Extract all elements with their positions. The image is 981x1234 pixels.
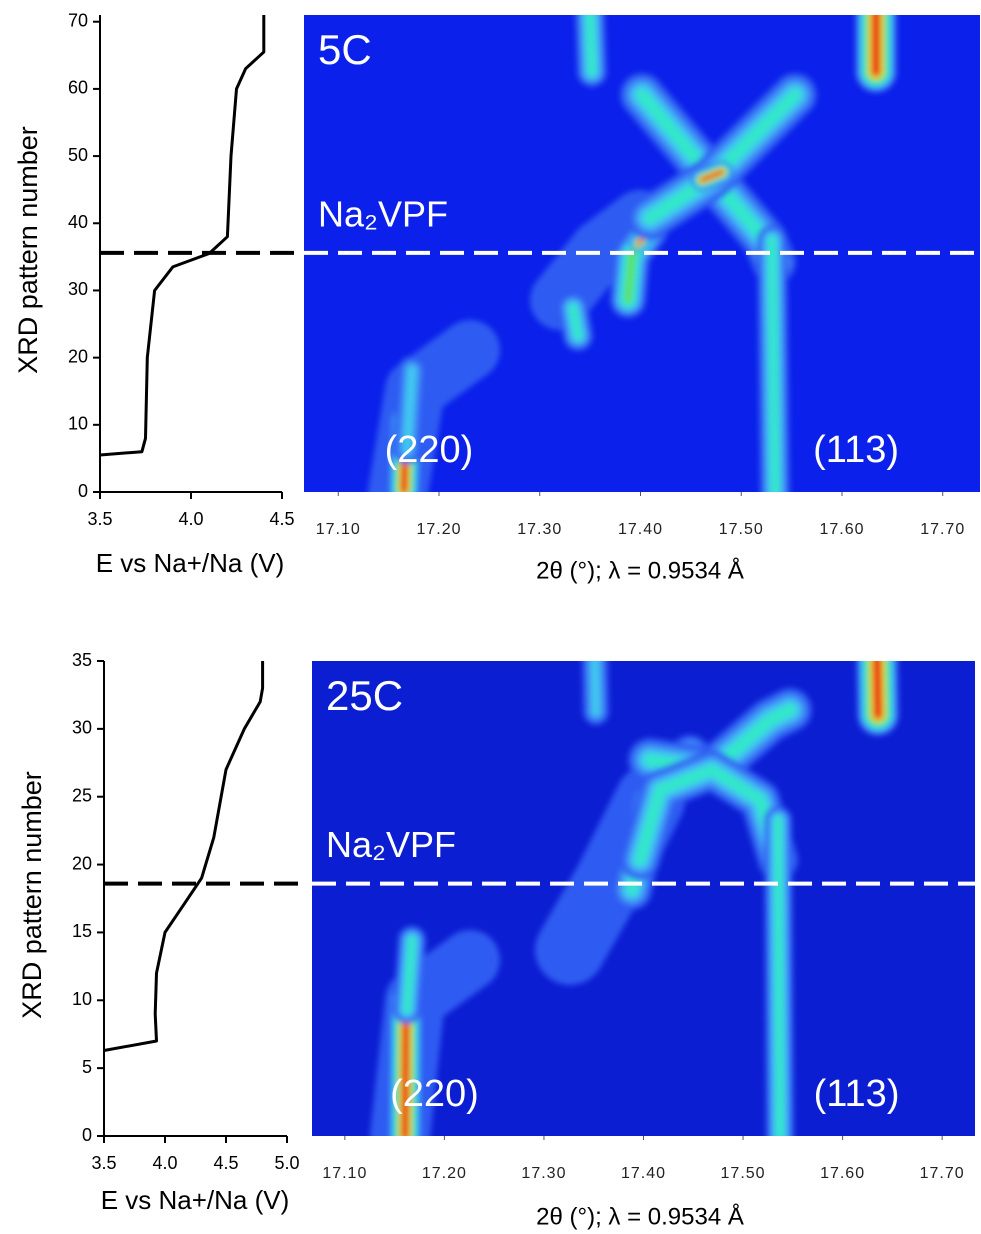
x-tick-label: 17.30 — [517, 521, 562, 538]
panel-title: 5C — [318, 26, 372, 73]
x-tick-label: 17.70 — [920, 521, 965, 538]
x-tick-label: 17.30 — [521, 1165, 566, 1182]
x-axis-label: E vs Na+/Na (V) — [96, 548, 285, 578]
y-tick-label: 5 — [82, 1057, 92, 1077]
x-axis-label: 2θ (°); λ = 0.9534 Å — [536, 1202, 744, 1230]
x-tick-label: 4.5 — [213, 1153, 238, 1173]
y-tick-label: 0 — [78, 481, 88, 501]
y-tick-label: 0 — [82, 1125, 92, 1145]
curve — [99, 15, 266, 457]
y-axis-label: XRD pattern number — [17, 771, 47, 1019]
intensity-contour — [874, 661, 881, 718]
intensity-contour — [402, 365, 417, 455]
x-tick-label: 17.10 — [316, 521, 361, 538]
marker-label: Na₂VPF — [318, 193, 448, 234]
x-tick-label: 3.5 — [91, 1153, 116, 1173]
panel-title: 25C — [326, 672, 403, 719]
x-tick-label: 3.5 — [87, 509, 112, 529]
x-tick-label: 4.5 — [269, 509, 294, 529]
x-tick-label: 17.50 — [719, 521, 764, 538]
intensity-contour — [530, 190, 670, 330]
y-axis-label: XRD pattern number — [13, 126, 43, 374]
x-tick-label: 17.50 — [721, 1165, 766, 1182]
x-tick-label: 5.0 — [274, 1153, 299, 1173]
x-tick-label: 17.40 — [618, 521, 663, 538]
x-tick-label: 17.70 — [920, 1165, 965, 1182]
x-tick-label: 4.0 — [152, 1153, 177, 1173]
y-tick-label: 10 — [68, 414, 88, 434]
x-tick-label: 17.40 — [621, 1165, 666, 1182]
y-tick-label: 70 — [68, 10, 88, 30]
intensity-contour — [569, 304, 582, 340]
y-tick-label: 25 — [72, 785, 92, 805]
intensity-contour — [768, 236, 779, 492]
intensity-map — [370, 661, 899, 1136]
x-tick-label: 17.10 — [322, 1165, 367, 1182]
intensity-contour — [774, 816, 784, 1136]
x-axis-label: 2θ (°); λ = 0.9534 Å — [536, 556, 744, 584]
y-tick-label: 10 — [72, 989, 92, 1009]
peak-label: (113) — [813, 429, 899, 471]
intensity-blobs — [370, 661, 899, 1136]
y-tick-label: 40 — [68, 212, 88, 232]
curve — [103, 661, 265, 1052]
peak-label: (220) — [385, 429, 474, 471]
peak-label: (113) — [814, 1073, 900, 1115]
x-tick-label: 17.20 — [416, 521, 461, 538]
intensity-contour — [403, 936, 416, 1014]
intensity-contour — [590, 661, 601, 717]
x-tick-label: 17.60 — [820, 1165, 865, 1182]
x-axis-label: E vs Na+/Na (V) — [101, 1185, 290, 1215]
marker-label: Na₂VPF — [326, 824, 456, 865]
x-tick-label: 4.0 — [178, 509, 203, 529]
peak-label: (220) — [390, 1073, 479, 1115]
y-tick-label: 30 — [68, 279, 88, 299]
intensity-contour — [586, 15, 596, 76]
y-tick-label: 20 — [72, 853, 92, 873]
intensity-contour — [700, 170, 724, 182]
y-tick-label: 20 — [68, 346, 88, 366]
x-tick-label: 17.60 — [819, 521, 864, 538]
y-tick-label: 35 — [72, 650, 92, 670]
y-tick-label: 60 — [68, 78, 88, 98]
y-tick-label: 30 — [72, 718, 92, 738]
y-tick-label: 15 — [72, 921, 92, 941]
x-tick-label: 17.20 — [422, 1165, 467, 1182]
y-tick-label: 50 — [68, 145, 88, 165]
